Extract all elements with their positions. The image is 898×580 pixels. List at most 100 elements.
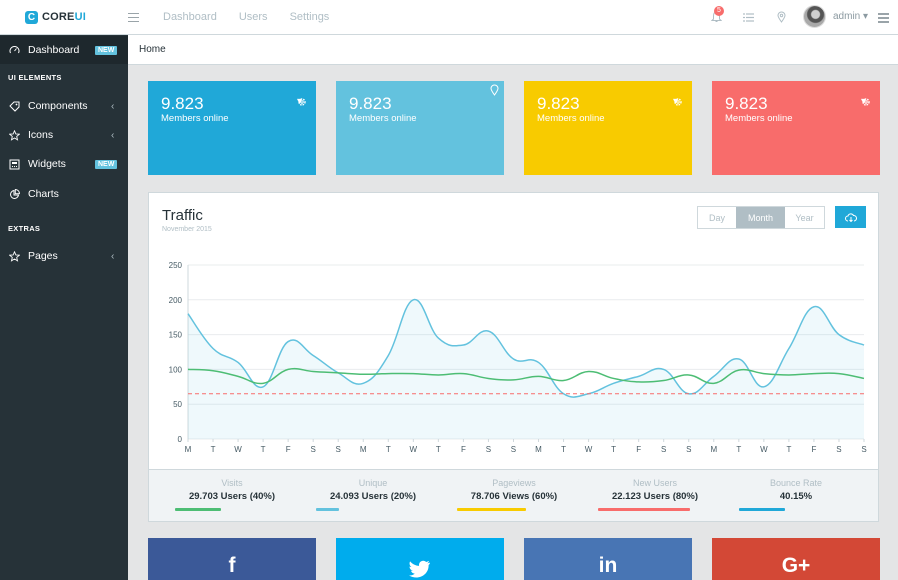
sidebar-title-ui-elements: UI ELEMENTS bbox=[8, 73, 62, 82]
x-tick-label: W bbox=[585, 445, 593, 454]
stat-value: 22.123 Users (80%) bbox=[611, 491, 699, 502]
x-tick-label: S bbox=[861, 445, 866, 454]
gear-icon[interactable]: ▾ bbox=[860, 96, 870, 107]
sidebar-item-dashboard[interactable]: Dashboard NEW bbox=[0, 36, 128, 64]
cloud-download-icon bbox=[844, 212, 857, 222]
stat-label: Pageviews bbox=[492, 478, 536, 488]
x-tick-label: T bbox=[561, 445, 566, 454]
card-sparkline bbox=[336, 135, 504, 175]
stat-visits: Visits 29.703 Users (40%) bbox=[162, 478, 302, 511]
sidebar-toggle-icon[interactable] bbox=[128, 12, 139, 23]
stat-value: 29.703 Users (40%) bbox=[188, 491, 276, 502]
stat-label: Unique bbox=[358, 478, 388, 488]
stat-progress bbox=[739, 508, 786, 511]
sidebar-item-icons[interactable]: Icons ‹ bbox=[0, 121, 128, 149]
x-tick-label: T bbox=[611, 445, 616, 454]
google-plus-card[interactable]: G+ bbox=[712, 538, 880, 580]
card-label: Members online bbox=[349, 113, 417, 124]
card-value: 9.823 bbox=[537, 94, 580, 113]
stat-value: 40.15% bbox=[779, 491, 813, 502]
brand-logo[interactable]: C COREUI bbox=[0, 0, 128, 35]
card-value: 9.823 bbox=[161, 94, 204, 113]
y-tick-label: 200 bbox=[169, 296, 183, 305]
stat-progress bbox=[598, 508, 690, 511]
y-tick-label: 250 bbox=[169, 261, 183, 270]
y-tick-label: 150 bbox=[169, 331, 183, 340]
topnav-users[interactable]: Users bbox=[238, 11, 268, 23]
caret-icon: ▾ bbox=[672, 96, 678, 107]
card-area-chart bbox=[524, 135, 692, 175]
sidebar-item-label: Icons bbox=[28, 129, 54, 141]
card-bar-chart bbox=[712, 135, 880, 175]
x-tick-label: S bbox=[686, 445, 691, 454]
x-tick-label: S bbox=[311, 445, 316, 454]
new-badge: NEW bbox=[95, 159, 118, 169]
x-tick-label: T bbox=[386, 445, 391, 454]
x-tick-label: T bbox=[211, 445, 216, 454]
card-label: Members online bbox=[537, 113, 605, 124]
linkedin-icon: in bbox=[598, 554, 618, 577]
card-label: Members online bbox=[161, 113, 229, 124]
twitter-card[interactable] bbox=[336, 538, 504, 580]
caret-icon: ▾ bbox=[860, 96, 866, 107]
stat-value: 24.093 Users (20%) bbox=[329, 491, 417, 502]
x-tick-label: S bbox=[836, 445, 841, 454]
breadcrumb: Home bbox=[128, 35, 898, 65]
traffic-stats: Visits 29.703 Users (40%) Unique 24.093 … bbox=[149, 469, 878, 521]
user-menu[interactable]: admin ▾ bbox=[833, 11, 868, 22]
list-icon[interactable] bbox=[741, 9, 755, 25]
stat-new-users: New Users 22.123 Users (80%) bbox=[585, 478, 725, 511]
breadcrumb-home[interactable]: Home bbox=[139, 44, 166, 55]
stat-bounce-rate: Bounce Rate 40.15% bbox=[726, 478, 866, 511]
google-plus-icon: G+ bbox=[781, 554, 811, 577]
gear-icon[interactable]: ▾ bbox=[296, 96, 306, 107]
calculator-icon bbox=[9, 159, 20, 170]
topnav-dashboard[interactable]: Dashboard bbox=[163, 11, 217, 23]
x-tick-label: S bbox=[661, 445, 666, 454]
sidebar-item-pages[interactable]: Pages ‹ bbox=[0, 242, 128, 270]
app-header: C COREUI Dashboard Users Settings 5 admi… bbox=[0, 0, 898, 35]
user-avatar[interactable] bbox=[803, 5, 826, 28]
chevron-left-icon: ‹ bbox=[111, 250, 115, 262]
sidebar-title-extras: EXTRAS bbox=[8, 224, 41, 233]
twitter-icon bbox=[409, 560, 430, 578]
sidebar-item-widgets[interactable]: Widgets NEW bbox=[0, 150, 128, 178]
stat-unique: Unique 24.093 Users (20%) bbox=[303, 478, 443, 511]
traffic-subtitle: November 2015 bbox=[162, 226, 212, 233]
x-tick-label: T bbox=[436, 445, 441, 454]
sidebar-item-label: Dashboard bbox=[28, 44, 80, 56]
stat-progress bbox=[457, 508, 526, 511]
facebook-icon: f bbox=[228, 554, 236, 577]
gear-icon[interactable]: ▾ bbox=[672, 96, 682, 107]
stat-label: New Users bbox=[632, 478, 677, 488]
sidebar-item-charts[interactable]: Charts bbox=[0, 180, 128, 208]
x-tick-label: M bbox=[710, 445, 717, 454]
y-tick-label: 0 bbox=[178, 435, 183, 444]
download-button[interactable] bbox=[835, 206, 866, 228]
x-tick-label: W bbox=[410, 445, 418, 454]
x-tick-label: W bbox=[234, 445, 242, 454]
series-line-0 bbox=[187, 299, 865, 398]
caret-icon: ▾ bbox=[296, 96, 302, 107]
chevron-left-icon: ‹ bbox=[111, 129, 115, 141]
brand-core: CORE bbox=[42, 11, 75, 23]
x-tick-label: F bbox=[286, 445, 291, 454]
star-icon bbox=[9, 129, 20, 141]
stat-pageviews: Pageviews 78.706 Views (60%) bbox=[444, 478, 584, 511]
location-pin-icon[interactable] bbox=[774, 9, 788, 25]
period-month-button[interactable]: Month bbox=[736, 207, 785, 228]
sidebar-item-label: Charts bbox=[28, 188, 59, 200]
facebook-card[interactable]: f bbox=[148, 538, 316, 580]
topnav-settings[interactable]: Settings bbox=[289, 11, 330, 23]
period-day-button[interactable]: Day bbox=[708, 212, 725, 223]
notification-badge: 5 bbox=[714, 6, 724, 16]
period-year-button[interactable]: Year bbox=[795, 212, 814, 223]
aside-toggle-icon[interactable] bbox=[878, 13, 889, 23]
linkedin-card[interactable]: in bbox=[524, 538, 692, 580]
x-tick-label: T bbox=[736, 445, 741, 454]
stat-value: 78.706 Views (60%) bbox=[470, 491, 558, 502]
coreui-logo-icon: C bbox=[25, 10, 38, 24]
sidebar-item-components[interactable]: Components ‹ bbox=[0, 92, 128, 120]
stat-label: Bounce Rate bbox=[769, 478, 823, 488]
y-tick-label: 50 bbox=[173, 400, 182, 409]
